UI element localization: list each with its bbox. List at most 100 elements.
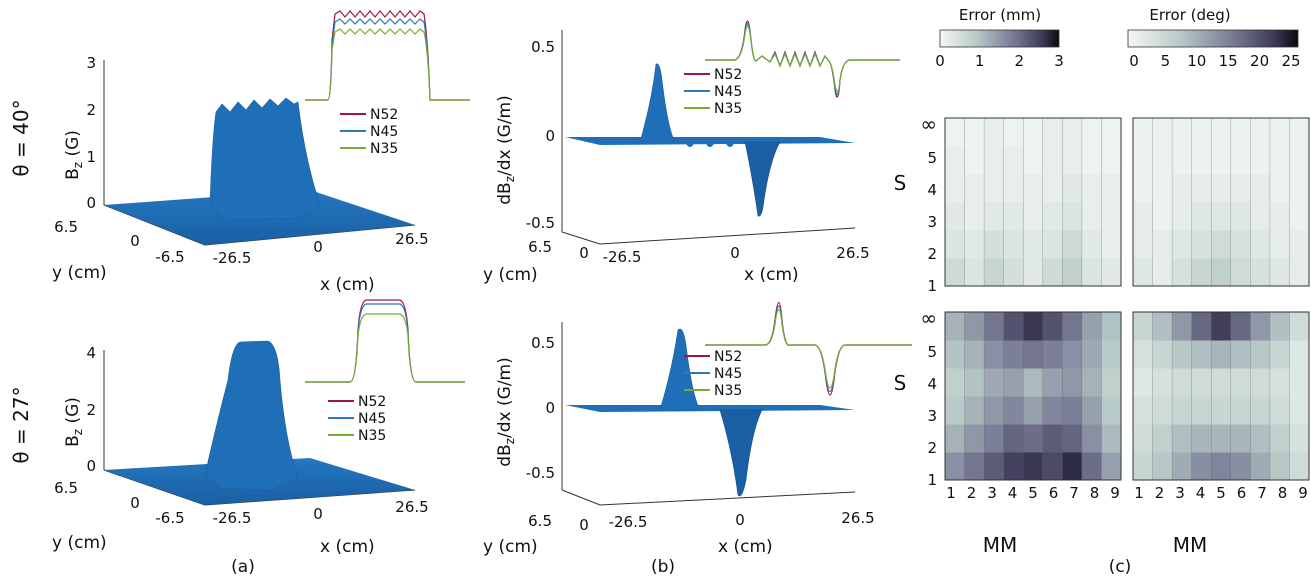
x-tick-label: 8 bbox=[1278, 484, 1288, 502]
heatmap-cell bbox=[1062, 396, 1083, 425]
heatmap-cell bbox=[964, 312, 985, 341]
heatmap-cell bbox=[1062, 424, 1083, 453]
heatmap-cell bbox=[1211, 396, 1232, 425]
heatmap-cell bbox=[984, 230, 1005, 259]
z-tick: 0 bbox=[86, 194, 96, 212]
z-axis-label-dbz: dBz/dx (G/m) bbox=[495, 95, 517, 205]
y-tick: 0 bbox=[579, 516, 589, 534]
heatmap-cell bbox=[1062, 174, 1083, 203]
heatmap-cell bbox=[1042, 368, 1063, 397]
heatmap-cell bbox=[1172, 424, 1193, 453]
colorbar-tick-label: 10 bbox=[1187, 52, 1206, 70]
heatmap-cell bbox=[1081, 312, 1102, 341]
colorbar-title-deg: Error (deg) bbox=[1149, 6, 1230, 24]
heatmap-cell bbox=[1230, 340, 1251, 369]
heatmap-cell bbox=[1101, 174, 1122, 203]
y-tick-label: 1 bbox=[927, 277, 937, 295]
heatmap-cell bbox=[1081, 258, 1102, 287]
inset-a-bottom: N52 N45 N35 bbox=[305, 299, 465, 444]
inset-line-n35 bbox=[305, 313, 465, 383]
x-tick-label: 3 bbox=[987, 484, 997, 502]
heatmap-cell bbox=[1133, 312, 1154, 341]
y-tick: 0 bbox=[579, 244, 589, 262]
heatmap-cell bbox=[984, 202, 1005, 231]
heatmap-cell bbox=[1211, 146, 1232, 175]
heatmap-cell bbox=[1003, 118, 1024, 147]
heatmap-cell bbox=[1101, 230, 1122, 259]
heatmap-cell bbox=[1250, 202, 1271, 231]
heatmap-cell bbox=[1172, 202, 1193, 231]
x-tick: 26.5 bbox=[395, 498, 428, 516]
x-tick: 0 bbox=[313, 238, 323, 256]
legend-a-top: N52 N45 N35 bbox=[340, 107, 398, 157]
heatmap-cell bbox=[1211, 230, 1232, 259]
heatmap-cell bbox=[1042, 174, 1063, 203]
heatmap-cell bbox=[1269, 340, 1290, 369]
panel-caption: (a) bbox=[231, 557, 255, 577]
legend-label: N35 bbox=[370, 141, 398, 157]
heatmap-cell bbox=[964, 146, 985, 175]
heatmap-cell bbox=[1289, 396, 1310, 425]
y-axis-label-s: S bbox=[894, 371, 907, 395]
heatmap-cell bbox=[1101, 202, 1122, 231]
heatmap-cell bbox=[1269, 424, 1290, 453]
surface-positive-peak bbox=[659, 328, 701, 411]
heatmap-cell bbox=[1211, 312, 1232, 341]
heatmap-cell bbox=[945, 174, 966, 203]
heatmap-cell bbox=[1152, 368, 1173, 397]
heatmap-cell bbox=[1152, 312, 1173, 341]
legend-label: N52 bbox=[714, 67, 742, 83]
panel-caption: (b) bbox=[651, 557, 675, 577]
heatmap-cell bbox=[1191, 340, 1212, 369]
heatmap-frame bbox=[944, 311, 1122, 481]
x-tick-label: 2 bbox=[1155, 484, 1165, 502]
x-tick-label: 5 bbox=[1028, 484, 1038, 502]
x-tick-label: 4 bbox=[1008, 484, 1018, 502]
y-tick: 0 bbox=[130, 494, 140, 512]
heatmap-cell bbox=[1003, 424, 1024, 453]
colorbar-deg-ticks: 0 5 10 15 20 25 bbox=[1129, 52, 1300, 70]
legend-label: N45 bbox=[358, 411, 386, 427]
x-tick: 0 bbox=[313, 505, 323, 523]
heatmap-cell bbox=[1289, 258, 1310, 287]
heatmap-cell bbox=[1042, 312, 1063, 341]
inset-b-top: N52 N45 N35 bbox=[684, 20, 900, 117]
heatmap-cell bbox=[984, 340, 1005, 369]
heatmap-cell bbox=[1042, 452, 1063, 481]
surface-floor bbox=[565, 405, 855, 412]
colorbar-title-mm: Error (mm) bbox=[959, 6, 1041, 24]
heatmap-cell bbox=[1191, 230, 1212, 259]
heatmap-cell bbox=[1062, 312, 1083, 341]
legend-label: N35 bbox=[714, 383, 742, 399]
heatmap-cell bbox=[984, 146, 1005, 175]
heatmap-cell bbox=[1023, 452, 1044, 481]
axis-line bbox=[599, 491, 856, 506]
x-tick: 26.5 bbox=[836, 244, 869, 262]
y-tick: 0 bbox=[130, 232, 140, 250]
y-tick: -6.5 bbox=[155, 509, 184, 527]
x-axis-label-mm: MM bbox=[983, 533, 1018, 557]
heatmap-cell bbox=[945, 424, 966, 453]
heatmap-cell bbox=[1289, 424, 1310, 453]
heatmap-cell bbox=[1023, 368, 1044, 397]
heatmap-cell bbox=[1269, 452, 1290, 481]
heatmap-cell bbox=[1023, 118, 1044, 147]
heatmap-cell bbox=[984, 312, 1005, 341]
y-tick: 6.5 bbox=[528, 238, 552, 256]
heatmap-cell bbox=[1081, 202, 1102, 231]
y-tick-label: ∞ bbox=[920, 112, 937, 136]
heatmap-cell bbox=[1152, 146, 1173, 175]
heatmap-cell bbox=[1023, 424, 1044, 453]
heatmap-cell bbox=[964, 174, 985, 203]
heatmap-cell bbox=[1081, 146, 1102, 175]
panel-b-bottom: dBz/dx (G/m) 0.5 0 -0.5 6.5 0 -26.5 0 26… bbox=[483, 322, 875, 577]
heatmap-cell bbox=[1289, 312, 1310, 341]
inset-b-bottom: N52 N45 N35 bbox=[684, 301, 912, 399]
heatmap-cell bbox=[964, 258, 985, 287]
heatmap-cell bbox=[1042, 230, 1063, 259]
x-tick-label: 3 bbox=[1175, 484, 1185, 502]
heatmap-cell bbox=[1250, 230, 1271, 259]
heatmap-cell bbox=[1289, 452, 1310, 481]
